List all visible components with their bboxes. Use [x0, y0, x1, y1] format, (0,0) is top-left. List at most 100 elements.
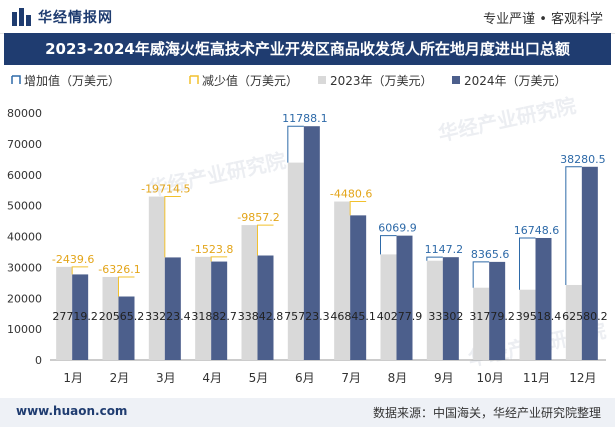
- difference-label: -2439.6: [52, 253, 94, 266]
- title-bar: 2023-2024年威海火炬高技术产业开发区商品收发货人所在地月度进出口总额: [4, 33, 611, 65]
- y-tick-label: 0: [35, 354, 42, 367]
- bar-2023: [241, 225, 258, 360]
- bar-2023: [148, 196, 165, 360]
- legend-2024-label: 2024年（万美元）: [464, 74, 567, 88]
- difference-label: -6326.1: [98, 263, 140, 276]
- increase-outline: [380, 235, 397, 255]
- bar-2023: [56, 266, 73, 360]
- tagline: 专业严谨 • 客观科学: [483, 12, 603, 27]
- bar-2023: [380, 254, 397, 360]
- x-tick-label: 6月: [295, 371, 315, 385]
- bar-2023: [473, 287, 490, 360]
- value-label-2024: 39518.4: [516, 310, 562, 323]
- bar-2024: [211, 261, 228, 360]
- footer: www.huaon.com 数据来源：中国海关，华经产业研究院整理: [0, 398, 615, 427]
- legend-2024-swatch: [452, 76, 460, 84]
- difference-label: 16748.6: [514, 224, 560, 237]
- bar-2024: [257, 255, 274, 360]
- difference-label: -19714.5: [141, 183, 190, 196]
- website-link[interactable]: www.huaon.com: [16, 404, 128, 418]
- watermark-text: 华经产业研究院: [436, 93, 578, 146]
- x-tick-label: 10月: [477, 371, 504, 385]
- legend-decrease-swatch: [189, 75, 199, 84]
- y-tick-label: 40000: [7, 231, 42, 244]
- value-label-2024: 46845.1: [330, 310, 376, 323]
- increase-outline: [519, 237, 536, 290]
- value-label-2024: 33842.8: [238, 310, 284, 323]
- difference-label: -1523.8: [191, 243, 233, 256]
- decrease-outline: [257, 224, 274, 256]
- y-tick-label: 60000: [7, 169, 42, 182]
- y-tick-label: 50000: [7, 200, 42, 213]
- x-tick-label: 7月: [341, 371, 361, 385]
- x-tick-label: 2月: [110, 371, 130, 385]
- bar-2023: [195, 256, 212, 360]
- brand-name: 华经情报网: [38, 10, 113, 26]
- bar-2023: [102, 276, 119, 360]
- bar-2024: [535, 237, 552, 360]
- x-tick-label: 5月: [249, 371, 269, 385]
- x-tick-label: 12月: [569, 371, 596, 385]
- difference-label: -9857.2: [237, 211, 279, 224]
- x-tick-label: 8月: [388, 371, 408, 385]
- increase-outline: [472, 261, 490, 288]
- y-tick-label: 20000: [7, 292, 42, 305]
- value-label-2024: 20565.2: [99, 310, 145, 323]
- chart: 华经产业研究院华经产业研究院华经产业研究院增加值（万美元）减少值（万美元）202…: [7, 73, 608, 385]
- difference-label: 1147.2: [425, 243, 464, 256]
- bar-2024: [396, 235, 413, 360]
- increase-outline: [426, 256, 443, 261]
- value-label-2024: 75723.3: [284, 310, 330, 323]
- bar-2023: [426, 260, 443, 360]
- bar-2024: [72, 274, 89, 360]
- y-tick-label: 10000: [7, 323, 42, 336]
- x-tick-label: 11月: [523, 371, 550, 385]
- bar-2024: [118, 296, 135, 360]
- decrease-outline: [118, 276, 135, 297]
- decrease-outline: [210, 256, 228, 262]
- bar-2024: [442, 257, 459, 360]
- value-label-2024: 27719.2: [52, 310, 98, 323]
- y-tick-label: 70000: [7, 138, 42, 151]
- value-label-2024: 33302: [428, 310, 463, 323]
- difference-label: -4480.6: [330, 188, 372, 201]
- increase-outline: [287, 125, 304, 163]
- increase-outline: [565, 166, 582, 285]
- value-label-2024: 31882.7: [191, 310, 237, 323]
- y-tick-label: 30000: [7, 261, 42, 274]
- x-tick-label: 9月: [434, 371, 454, 385]
- legend-increase-label: 增加值（万美元）: [24, 73, 120, 88]
- x-tick-label: 1月: [63, 371, 83, 385]
- decrease-outline: [164, 196, 181, 258]
- chart-title: 2023-2024年威海火炬高技术产业开发区商品收发货人所在地月度进出口总额: [45, 40, 570, 58]
- difference-label: 38280.5: [560, 153, 606, 166]
- x-tick-label: 3月: [156, 371, 176, 385]
- bar-2024: [350, 215, 367, 360]
- value-label-2024: 33223.4: [145, 310, 191, 323]
- decrease-outline: [71, 266, 89, 275]
- value-label-2024: 31779.2: [469, 310, 515, 323]
- bar-2023: [565, 284, 582, 360]
- bar-2023: [334, 201, 351, 360]
- value-label-2024: 40277.9: [377, 310, 423, 323]
- bar-2023: [519, 289, 536, 360]
- legend-2023-swatch: [318, 76, 326, 84]
- difference-label: 6069.9: [378, 222, 417, 235]
- x-tick-label: 4月: [202, 371, 222, 385]
- bar-2024: [581, 166, 598, 360]
- legend-2023-label: 2023年（万美元）: [330, 74, 433, 88]
- legend-decrease-label: 减少值（万美元）: [202, 73, 298, 88]
- value-label-2024: 62580.2: [562, 310, 608, 323]
- data-source: 数据来源：中国海关，华经产业研究院整理: [372, 406, 601, 420]
- top-bar: 华经情报网 专业严谨 • 客观科学: [0, 0, 615, 34]
- bar-2024: [303, 126, 320, 360]
- bar-2024: [489, 261, 506, 360]
- y-tick-label: 80000: [7, 107, 42, 120]
- bar-2023: [287, 162, 304, 360]
- logo-icon: [12, 8, 31, 26]
- difference-label: 8365.6: [471, 248, 510, 261]
- difference-label: 11788.1: [282, 112, 328, 125]
- legend-increase-swatch: [11, 75, 21, 84]
- decrease-outline: [349, 201, 367, 216]
- bar-2024: [164, 257, 181, 360]
